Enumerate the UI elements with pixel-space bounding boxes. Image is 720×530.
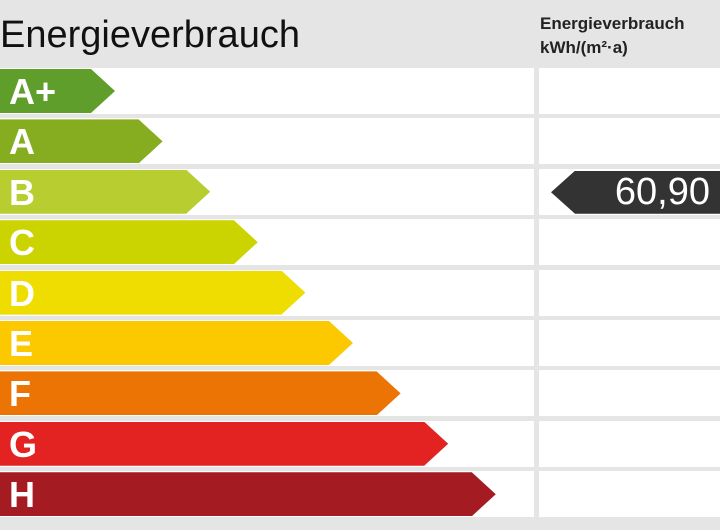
energy-row-g: G — [0, 420, 720, 467]
energy-row-a: A — [0, 118, 720, 165]
energy-class-label: F — [9, 373, 31, 415]
energy-class-bar: H — [0, 472, 496, 516]
value-cell — [539, 471, 720, 518]
consumption-value: 60,90 — [614, 170, 710, 213]
bar-cell: A+ — [0, 68, 534, 114]
energy-class-label: G — [9, 423, 38, 465]
unit-header: Energieverbrauch kWh/(m²·a) — [540, 12, 685, 60]
energy-class-label: C — [9, 222, 35, 264]
bar-cell: F — [0, 370, 534, 417]
bar-cell: B — [0, 168, 534, 215]
energy-class-bar: A+ — [0, 69, 115, 113]
energy-class-bar: B — [0, 170, 210, 214]
energy-class-label: D — [9, 272, 35, 314]
energy-row-b: B 60,90 — [0, 168, 720, 215]
energy-class-bar: G — [0, 422, 448, 466]
bar-cell: D — [0, 269, 534, 316]
energy-class-bar: D — [0, 271, 305, 315]
value-cell — [539, 420, 720, 467]
value-cell — [539, 219, 720, 266]
energy-row-f: F — [0, 370, 720, 417]
consumption-indicator: 60,90 — [551, 170, 720, 214]
energy-row-h: H — [0, 471, 720, 518]
bar-cell: G — [0, 420, 534, 467]
energy-class-label: A+ — [9, 71, 57, 112]
value-cell — [539, 269, 720, 316]
energy-class-bar: A — [0, 119, 163, 163]
value-cell — [539, 68, 720, 114]
energy-class-label: B — [9, 171, 35, 213]
bar-cell: C — [0, 219, 534, 266]
value-cell — [539, 118, 720, 165]
energy-row-d: D — [0, 269, 720, 316]
bar-cell: A — [0, 118, 534, 165]
energy-row-c: C — [0, 219, 720, 266]
bar-cell: H — [0, 471, 534, 518]
unit-heading: Energieverbrauch — [540, 14, 685, 33]
energy-class-bar: E — [0, 321, 353, 365]
value-cell — [539, 370, 720, 417]
value-cell — [539, 320, 720, 366]
energy-class-label: A — [9, 121, 35, 163]
bar-cell: E — [0, 320, 534, 366]
energy-class-bar: C — [0, 220, 258, 264]
unit-text: kWh/(m²·a) — [540, 38, 628, 57]
energy-class-label: H — [9, 474, 35, 516]
energy-class-label: E — [9, 323, 34, 364]
label-title: Energieverbrauch — [0, 14, 300, 56]
energy-row-e: E — [0, 320, 720, 366]
energy-class-bar: F — [0, 371, 401, 415]
energy-row-aplus: A+ — [0, 68, 720, 114]
